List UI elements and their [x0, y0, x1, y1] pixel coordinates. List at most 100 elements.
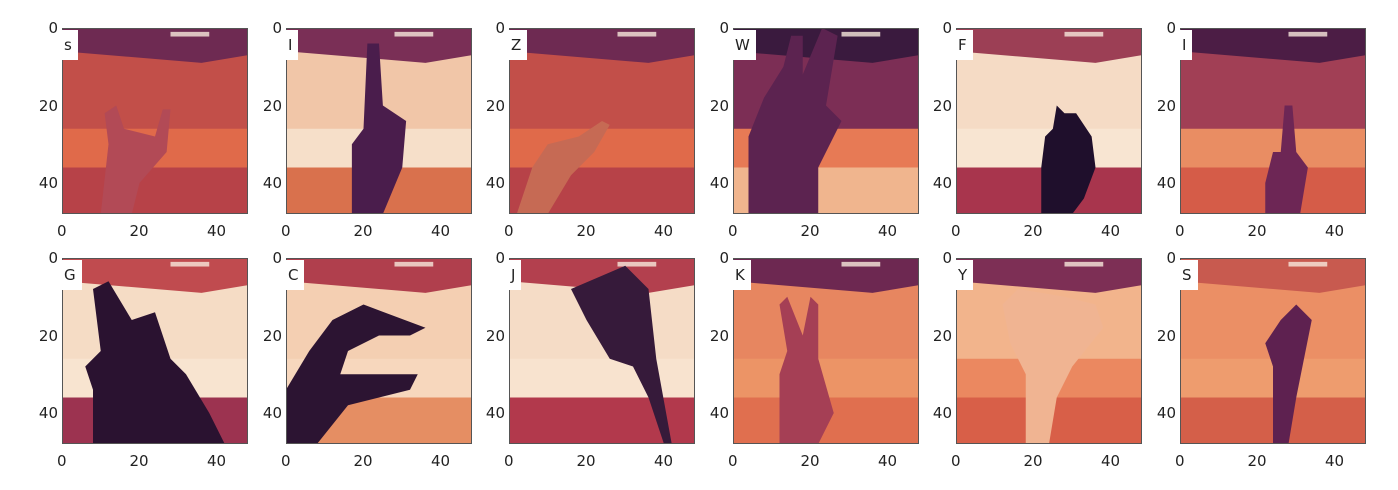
sign-image	[956, 258, 1142, 444]
y-tick-label: 20	[1156, 96, 1176, 115]
x-tick-label: 0	[1175, 222, 1185, 240]
y-tick-label: 0	[48, 19, 58, 37]
x-tick-label: 40	[878, 452, 898, 470]
x-tick-label: 0	[281, 452, 291, 470]
sign-image-pixels	[509, 258, 695, 444]
sign-image	[62, 28, 248, 214]
y-tick-label: 40	[485, 404, 505, 422]
sign-image	[62, 258, 248, 444]
y-tick-label: 0	[942, 19, 952, 37]
x-tick-label: 40	[1325, 452, 1345, 470]
y-tick-label: 20	[932, 96, 952, 115]
x-tick-label: 40	[1101, 452, 1121, 470]
sign-image	[286, 28, 472, 214]
x-tick-label: 0	[57, 452, 67, 470]
sign-image-pixels	[1180, 28, 1366, 214]
x-tick-label: 20	[1023, 452, 1043, 470]
sign-image-pixels	[1180, 258, 1366, 444]
x-tick-label: 40	[431, 222, 451, 240]
y-tick-label: 40	[1156, 404, 1176, 422]
x-tick-label: 40	[431, 452, 451, 470]
y-tick-label: 40	[932, 174, 952, 192]
y-tick-label: 0	[942, 249, 952, 267]
y-tick-label: 0	[719, 249, 729, 267]
sign-image-pixels	[286, 258, 472, 444]
sign-image	[956, 28, 1142, 214]
y-tick-label: 0	[272, 249, 282, 267]
y-tick-label: 20	[38, 96, 58, 115]
x-tick-label: 20	[576, 452, 596, 470]
x-tick-label: 0	[504, 452, 514, 470]
x-tick-label: 20	[576, 222, 596, 240]
y-tick-label: 0	[1166, 19, 1176, 37]
x-tick-label: 40	[1325, 222, 1345, 240]
sign-image	[733, 258, 919, 444]
x-tick-label: 20	[129, 452, 149, 470]
sign-image	[733, 28, 919, 214]
y-tick-label: 0	[495, 249, 505, 267]
y-tick-label: 20	[932, 326, 952, 345]
sign-label: S	[1176, 260, 1198, 290]
y-tick-label: 0	[1166, 249, 1176, 267]
sign-image-pixels	[509, 28, 695, 214]
x-tick-label: 40	[654, 222, 674, 240]
x-tick-label: 0	[1175, 452, 1185, 470]
sign-image	[286, 258, 472, 444]
y-tick-label: 40	[709, 174, 729, 192]
x-tick-label: 20	[353, 452, 373, 470]
x-tick-label: 0	[728, 222, 738, 240]
x-tick-label: 20	[353, 222, 373, 240]
y-tick-label: 20	[262, 326, 282, 345]
sign-image-pixels	[956, 258, 1142, 444]
y-tick-label: 20	[485, 326, 505, 345]
y-tick-label: 40	[38, 174, 58, 192]
y-tick-label: 0	[719, 19, 729, 37]
sign-image-pixels	[286, 28, 472, 214]
y-tick-label: 40	[262, 174, 282, 192]
x-tick-label: 0	[728, 452, 738, 470]
y-tick-label: 40	[262, 404, 282, 422]
y-tick-label: 20	[38, 326, 58, 345]
sign-image-pixels	[733, 28, 919, 214]
x-tick-label: 0	[281, 222, 291, 240]
y-tick-label: 40	[1156, 174, 1176, 192]
x-tick-label: 40	[1101, 222, 1121, 240]
x-tick-label: 20	[1247, 452, 1267, 470]
y-tick-label: 40	[932, 404, 952, 422]
sign-label: Y	[952, 260, 974, 290]
y-tick-label: 0	[272, 19, 282, 37]
sign-label: I	[282, 30, 299, 60]
x-tick-label: 20	[800, 222, 820, 240]
x-tick-label: 40	[878, 222, 898, 240]
x-tick-label: 20	[800, 452, 820, 470]
y-tick-label: 40	[38, 404, 58, 422]
sign-label: G	[58, 260, 82, 290]
y-tick-label: 40	[709, 404, 729, 422]
y-tick-label: 0	[495, 19, 505, 37]
y-tick-label: 0	[48, 249, 58, 267]
y-tick-label: 20	[709, 96, 729, 115]
sign-label: C	[282, 260, 305, 290]
y-tick-label: 20	[709, 326, 729, 345]
sign-image	[1180, 28, 1366, 214]
sign-label: J	[505, 260, 522, 290]
x-tick-label: 20	[1247, 222, 1267, 240]
x-tick-label: 40	[207, 222, 227, 240]
x-tick-label: 20	[129, 222, 149, 240]
sign-image	[509, 28, 695, 214]
y-tick-label: 20	[262, 96, 282, 115]
x-tick-label: 0	[57, 222, 67, 240]
y-tick-label: 20	[485, 96, 505, 115]
sign-label: s	[58, 30, 78, 60]
x-tick-label: 0	[951, 452, 961, 470]
sign-label: Z	[505, 30, 528, 60]
x-tick-label: 0	[504, 222, 514, 240]
y-tick-label: 20	[1156, 326, 1176, 345]
sign-image-pixels	[956, 28, 1142, 214]
sign-label: F	[952, 30, 973, 60]
sign-label: K	[729, 260, 751, 290]
sign-label: I	[1176, 30, 1193, 60]
x-tick-label: 0	[951, 222, 961, 240]
sign-image-pixels	[733, 258, 919, 444]
